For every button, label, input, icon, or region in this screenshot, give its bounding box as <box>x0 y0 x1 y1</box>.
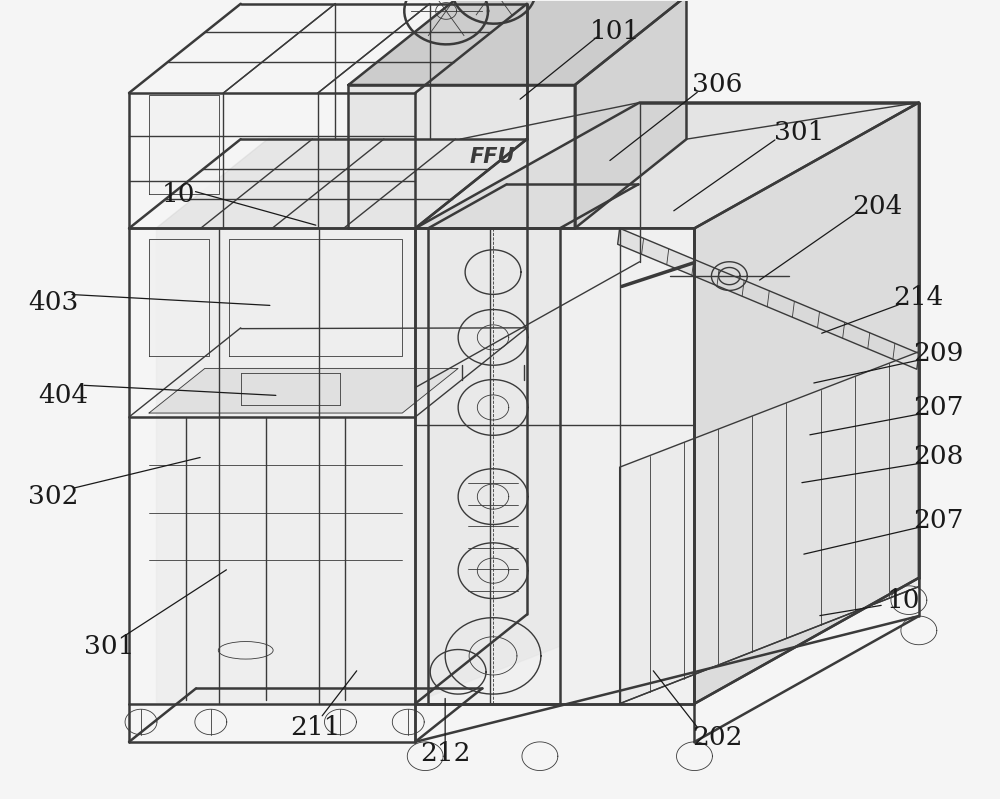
Text: 101: 101 <box>590 19 640 44</box>
Text: 403: 403 <box>28 290 78 315</box>
Polygon shape <box>415 102 919 229</box>
Text: 212: 212 <box>420 741 470 766</box>
Text: 207: 207 <box>914 508 964 533</box>
Text: 10: 10 <box>887 587 921 613</box>
Polygon shape <box>694 102 919 704</box>
Text: 208: 208 <box>914 444 964 469</box>
Polygon shape <box>149 95 219 194</box>
Polygon shape <box>575 0 686 229</box>
Polygon shape <box>348 85 575 229</box>
Polygon shape <box>618 229 919 369</box>
Text: 207: 207 <box>914 395 964 420</box>
Polygon shape <box>229 239 402 356</box>
Polygon shape <box>149 368 458 413</box>
Text: FFU: FFU <box>469 147 515 167</box>
Text: 306: 306 <box>692 73 743 97</box>
Polygon shape <box>149 239 209 356</box>
Polygon shape <box>620 352 919 704</box>
Text: 214: 214 <box>894 285 944 310</box>
Polygon shape <box>415 229 694 704</box>
Text: 404: 404 <box>38 383 88 408</box>
Text: 211: 211 <box>290 715 341 740</box>
Polygon shape <box>348 0 686 85</box>
Text: 302: 302 <box>28 484 78 509</box>
Polygon shape <box>415 229 560 702</box>
Text: 209: 209 <box>914 341 964 366</box>
Text: 202: 202 <box>692 725 743 750</box>
Polygon shape <box>156 138 528 229</box>
Polygon shape <box>156 229 415 702</box>
Text: 301: 301 <box>774 121 824 145</box>
Text: 301: 301 <box>84 634 134 659</box>
Text: 204: 204 <box>852 194 902 219</box>
Text: 10: 10 <box>162 181 196 207</box>
